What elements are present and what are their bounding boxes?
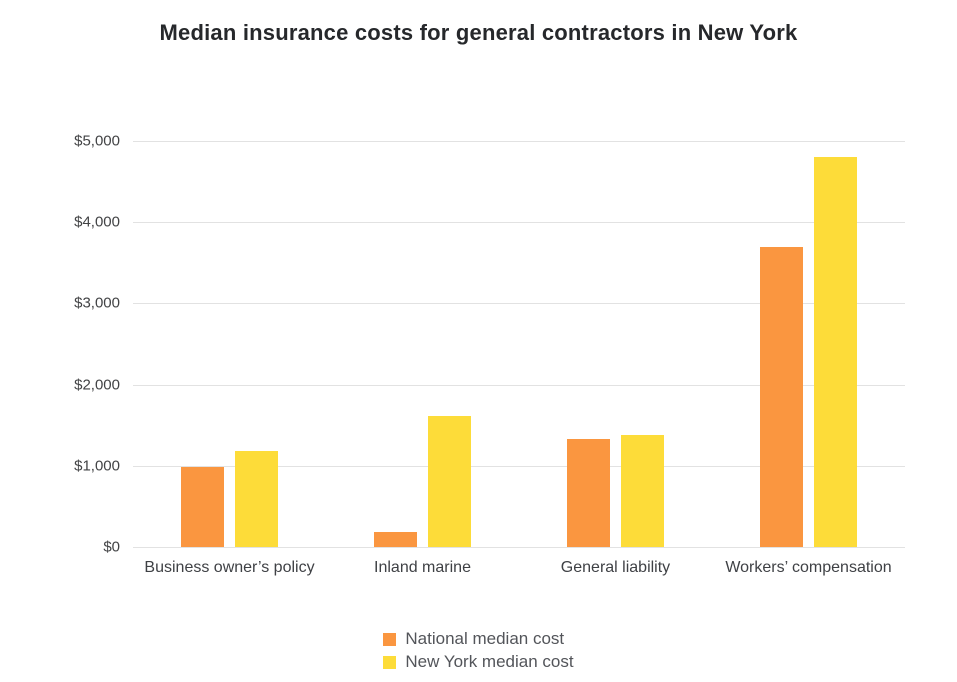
gridline xyxy=(133,384,905,386)
y-tick-label: $4,000 xyxy=(74,213,120,231)
y-tick-label: $0 xyxy=(103,538,120,556)
x-tick-label: Business owner’s policy xyxy=(144,559,315,576)
legend-items: National median cost New York median cost xyxy=(383,626,574,675)
bar-series xyxy=(133,141,905,547)
legend: National median cost New York median cost xyxy=(0,626,957,675)
legend-label: New York median cost xyxy=(405,652,574,671)
y-tick-label: $1,000 xyxy=(74,457,120,475)
gridline xyxy=(133,222,905,224)
bar-group xyxy=(712,141,905,547)
bar-group xyxy=(326,141,519,547)
bar xyxy=(760,247,803,547)
bar xyxy=(567,439,610,547)
plot-area: $0 $1,000 $2,000 $3,000 $4,000 $5,000 Busines… xyxy=(74,133,905,576)
bar xyxy=(374,532,417,547)
x-tick-label: Inland marine xyxy=(374,559,471,576)
x-tick-label: General liability xyxy=(560,559,671,576)
gridline xyxy=(133,547,905,548)
gridline xyxy=(133,465,905,467)
bar-group xyxy=(133,141,326,547)
x-tick-label: Workers’ compensation xyxy=(725,559,892,576)
legend-label: National median cost xyxy=(405,629,565,648)
y-tick-label: $3,000 xyxy=(74,294,120,312)
bar xyxy=(235,451,278,547)
x-axis: Business owner’s policy Inland marine Gene… xyxy=(133,559,905,577)
legend-swatch xyxy=(383,632,397,646)
y-tick-label: $2,000 xyxy=(74,376,120,394)
bar xyxy=(621,435,664,547)
bar xyxy=(814,157,857,547)
legend-item: New York median cost xyxy=(383,652,574,672)
legend-item: National median cost xyxy=(383,629,573,649)
bar xyxy=(428,416,471,547)
legend-swatch xyxy=(383,655,397,669)
gridline xyxy=(133,141,905,142)
chart-title: Median insurance costs for general contr… xyxy=(159,20,798,45)
y-tick-label: $5,000 xyxy=(74,132,120,150)
bar-group xyxy=(519,141,712,547)
gridline xyxy=(133,303,905,305)
bar xyxy=(181,466,224,547)
